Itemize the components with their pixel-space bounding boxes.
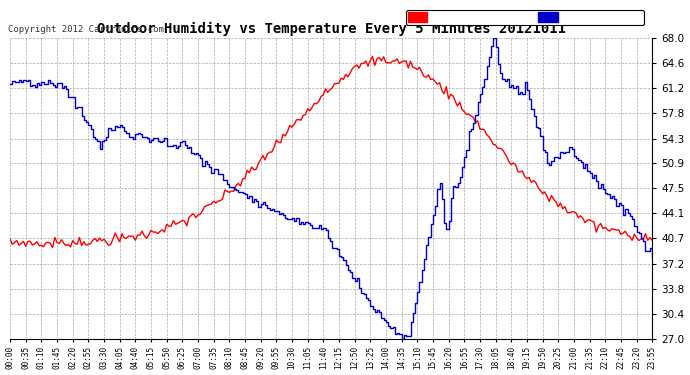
Text: Copyright 2012 Cartronics.com: Copyright 2012 Cartronics.com <box>8 25 164 34</box>
Legend: Temperature  (°F), Humidity  (%): Temperature (°F), Humidity (%) <box>406 10 644 25</box>
Title: Outdoor Humidity vs Temperature Every 5 Minutes 20121011: Outdoor Humidity vs Temperature Every 5 … <box>97 21 566 36</box>
